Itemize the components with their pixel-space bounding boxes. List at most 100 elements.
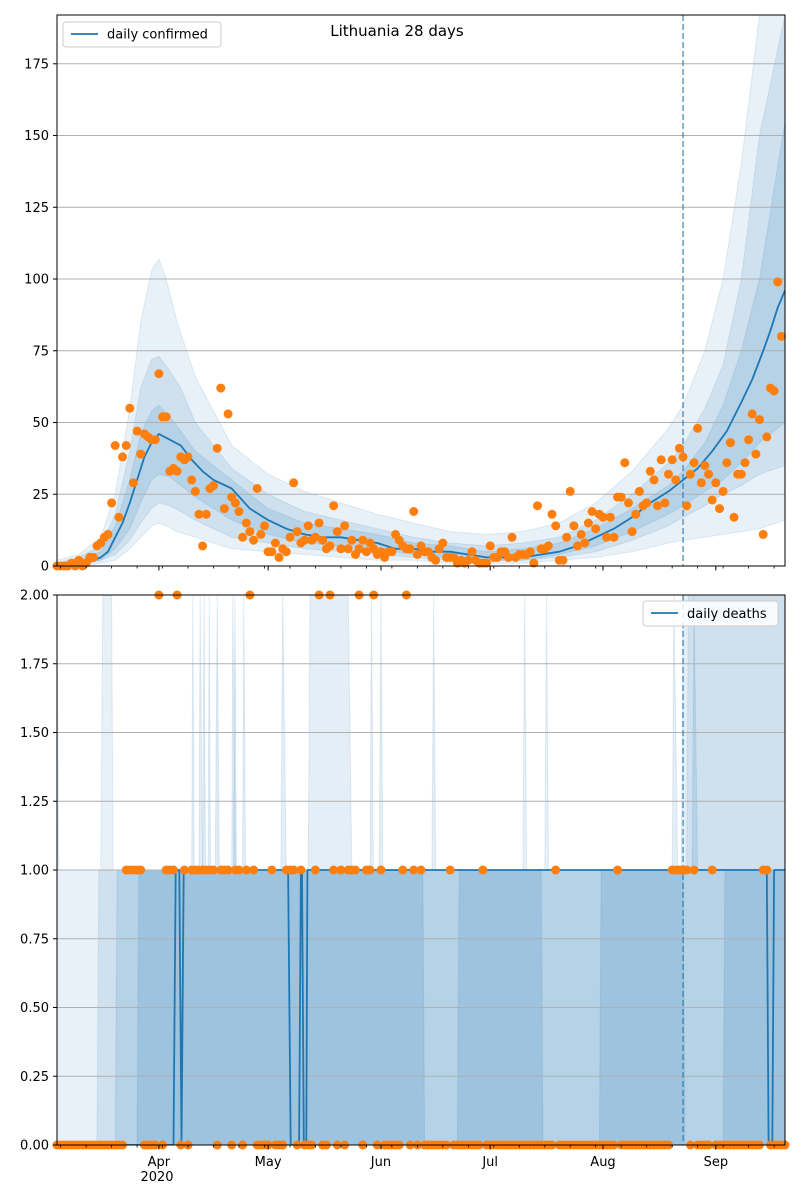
confirmed-observed-point [758,529,768,539]
confirmed-observed-point [722,458,732,468]
deaths-observed-point [409,865,419,875]
confirmed-observed-point [529,558,539,568]
confirmed-observed-point [605,512,615,522]
confirmed-observed-point [223,409,233,419]
confirmed-observed-point [198,541,208,551]
confirmed-observed-point [751,449,761,459]
confirmed-observed-point [238,532,248,542]
confirmed-legend: daily confirmed [62,21,222,48]
deaths-observed-point [223,865,233,875]
deaths-xtick-label: Jul [481,1155,498,1170]
confirmed-observed-point [463,555,473,565]
confirmed-axes-frame [56,14,786,567]
confirmed-observed-point [602,532,612,542]
deaths-legend: daily deaths [642,600,779,627]
confirmed-observed-point [209,481,218,491]
confirmed-observed-point [715,504,724,514]
confirmed-observed-point [624,498,633,508]
confirmed-observed-point [627,527,637,537]
confirmed-observed-point [234,507,244,516]
confirmed-observed-point [285,532,295,542]
confirmed-observed-point [325,541,335,551]
confirmed-observed-point [682,501,692,511]
deaths-observed-point [249,865,259,875]
confirmed-observed-point [136,449,146,459]
confirmed-observed-point [583,518,593,528]
deaths-legend-label: daily deaths [687,607,767,622]
confirmed-observed-point [132,426,142,436]
confirmed-observed-point [558,555,568,565]
confirmed-observed-point [161,412,171,422]
confirmed-observed-point [270,538,280,548]
deaths-observed-point [169,865,178,875]
confirmed-observed-point [565,486,575,496]
confirmed-band-mid [57,15,785,566]
confirmed-observed-point [252,484,262,493]
confirmed-observed-point [660,498,670,508]
deaths-observed-point [365,865,375,875]
confirmed-observed-point [482,558,491,568]
confirmed-observed-point [693,423,703,433]
deaths-xtick-label: Aug [590,1155,615,1170]
deaths-observed-point [267,865,277,875]
confirmed-observed-point [576,529,586,539]
confirmed-observed-point [653,501,663,511]
confirmed-observed-point [678,452,688,462]
confirmed-observed-point [667,455,677,465]
confirmed-observed-point [769,386,779,396]
confirmed-observed-point [609,532,619,542]
deaths-observed-point [296,865,306,875]
confirmed-observed-point [88,552,98,562]
confirmed-observed-point [551,521,561,531]
confirmed-observed-point [740,458,750,468]
confirmed-observed-point [343,544,353,554]
confirmed-observed-point [762,432,772,442]
confirmed-observed-point [674,443,684,453]
confirmed-observed-point [711,478,721,488]
confirmed-observed-point [110,441,120,450]
confirmed-observed-point [125,403,135,413]
deaths-ytick-label: 1.00 [20,864,49,879]
confirmed-observed-point [438,538,448,548]
confirmed-observed-point [773,277,783,287]
deaths-observed-point [551,865,561,875]
confirmed-ytick-label: 50 [32,416,49,431]
confirmed-observed-point [121,441,131,450]
deaths-observed-point [445,865,455,875]
confirmed-observed-point [194,509,204,519]
deaths-observed-point [613,865,623,875]
deaths-xtick-label: Jun [370,1155,391,1170]
deaths-observed-point [682,865,692,875]
confirmed-observed-point [707,495,717,505]
confirmed-ytick-label: 0 [41,560,49,575]
confirmed-x-ticks [60,566,775,571]
deaths-observed-point [376,865,386,875]
deaths-observed-point [179,865,189,875]
deaths-xtick-label: Sep [704,1155,729,1170]
deaths-panel: 0.00 0.25 0.50 0.75 1.00 1.25 1.50 1.75 2.00 Apr… [20,589,790,1185]
confirmed-bands [57,15,785,566]
confirmed-observed-point [318,535,328,545]
deaths-observed-point [234,865,244,875]
confirmed-ytick-label: 125 [24,201,49,216]
deaths-observed-point [209,865,218,875]
confirmed-observed-point [292,527,302,537]
confirmed-observed-point [347,535,357,545]
confirmed-observed-point [736,469,746,479]
confirmed-ytick-label: 100 [24,273,49,288]
confirmed-observed-point [700,461,710,471]
confirmed-observed-point [190,486,200,496]
deaths-observed-point [329,865,339,875]
deaths-observed-point [351,865,360,875]
confirmed-observed-point [747,409,757,419]
deaths-ytick-label: 0.75 [20,932,49,947]
confirmed-observed-point [591,524,601,534]
confirmed-y-ticks: 0 25 50 75 100 125 150 175 [24,57,57,575]
confirmed-observed-point [503,552,513,562]
confirmed-observed-point [755,415,764,425]
confirmed-observed-point [274,552,284,562]
deaths-observed-point [762,865,772,875]
chart-title: Lithuania 28 days [330,22,464,40]
confirmed-observed-point [405,544,415,554]
confirmed-observed-point [340,521,350,531]
